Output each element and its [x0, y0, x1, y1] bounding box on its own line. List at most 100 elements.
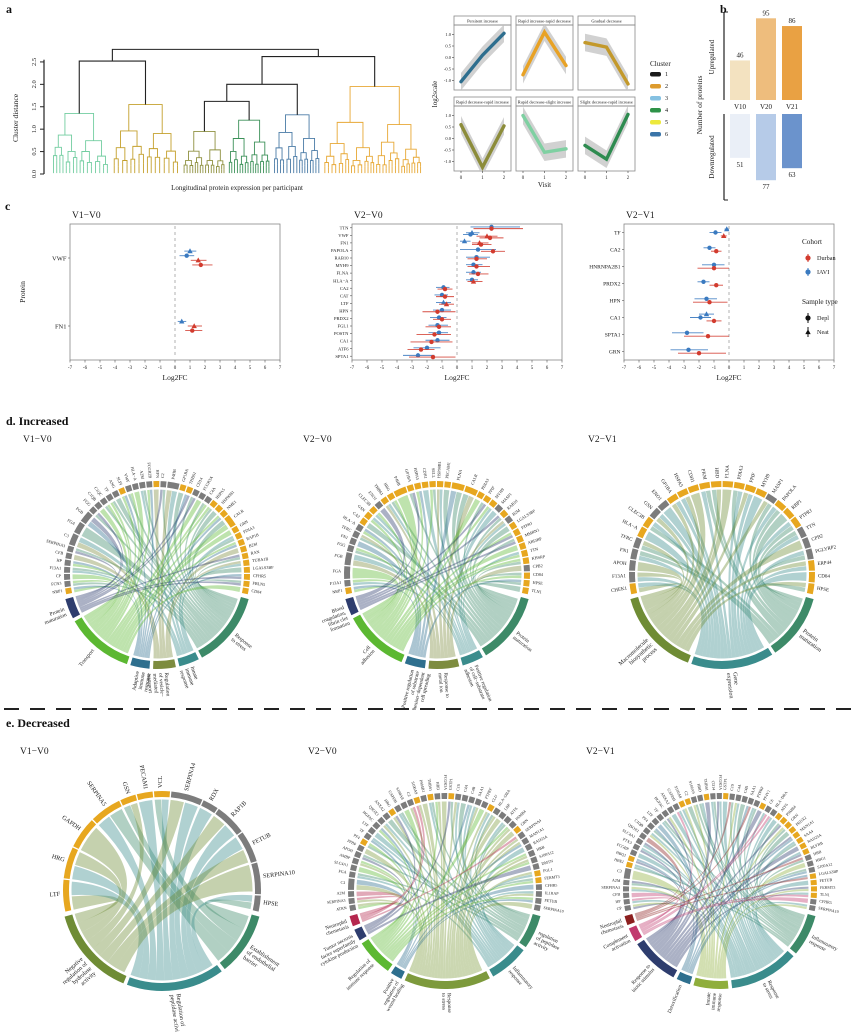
svg-text:S100A8: S100A8 — [673, 785, 683, 799]
svg-text:HBB: HBB — [536, 844, 546, 852]
svg-text:FCGR2B: FCGR2B — [147, 462, 153, 478]
svg-text:HPSE: HPSE — [532, 580, 543, 586]
svg-text:Upregulated: Upregulated — [708, 39, 716, 74]
svg-text:HBE1: HBE1 — [614, 857, 625, 864]
panel-b-label: b — [720, 2, 727, 16]
svg-text:RAN: RAN — [250, 549, 260, 556]
svg-text:V1−V0: V1−V0 — [20, 747, 49, 757]
svg-text:SLC4A1: SLC4A1 — [334, 859, 349, 867]
svg-text:SERPINA4: SERPINA4 — [183, 762, 197, 792]
svg-text:HBG1: HBG1 — [815, 855, 826, 863]
svg-text:-4: -4 — [113, 366, 118, 371]
svg-text:Cohort: Cohort — [802, 238, 822, 246]
svg-text:GP1BA: GP1BA — [181, 468, 190, 482]
svg-text:LTF: LTF — [361, 820, 370, 829]
svg-text:0.5: 0.5 — [31, 148, 38, 156]
svg-text:C4A: C4A — [208, 486, 217, 495]
svg-text:LBP: LBP — [503, 802, 512, 811]
svg-text:6: 6 — [546, 366, 549, 371]
svg-text:MASP1: MASP1 — [772, 478, 785, 495]
svg-text:GSN: GSN — [642, 501, 653, 512]
svg-text:PTPRF: PTPRF — [755, 785, 765, 799]
svg-text:PRDX2: PRDX2 — [334, 316, 349, 321]
svg-text:Regulationof vesicle−mediatedt: Regulationof vesicle−mediatedtransport — [146, 672, 171, 698]
svg-text:V1−V0: V1−V0 — [23, 435, 52, 445]
svg-text:0.5: 0.5 — [445, 125, 451, 130]
svg-text:HPN: HPN — [339, 308, 349, 313]
svg-text:-7: -7 — [350, 366, 355, 371]
svg-text:ATF6: ATF6 — [779, 802, 789, 812]
svg-text:-2: -2 — [425, 366, 430, 371]
svg-text:Log2FC: Log2FC — [444, 373, 469, 382]
svg-text:CFB: CFB — [612, 892, 620, 897]
svg-text:Responseto stress: Responseto stress — [761, 980, 781, 1004]
svg-text:CFHR5: CFHR5 — [819, 898, 832, 905]
svg-text:POSTN: POSTN — [334, 331, 349, 336]
svg-text:0: 0 — [584, 176, 587, 181]
svg-text:1: 1 — [543, 176, 546, 181]
svg-text:4: 4 — [516, 366, 519, 371]
forest-legend: Cohort Durban IAVI Sample type Depl Neat — [802, 238, 838, 337]
svg-text:63: 63 — [789, 171, 797, 179]
svg-text:FGG: FGG — [337, 541, 346, 548]
svg-text:1: 1 — [189, 366, 192, 371]
svg-text:PECAM1: PECAM1 — [138, 765, 149, 790]
svg-text:2: 2 — [503, 176, 506, 181]
svg-text:7: 7 — [833, 366, 836, 371]
svg-text:Log2FC: Log2FC — [716, 373, 741, 382]
svg-text:NRP1: NRP1 — [52, 588, 63, 595]
svg-text:TTN: TTN — [530, 546, 539, 553]
svg-text:GRN: GRN — [239, 519, 249, 528]
svg-text:PF4V1: PF4V1 — [762, 789, 772, 801]
svg-text:HLA−A: HLA−A — [130, 466, 138, 481]
svg-text:P4HB: P4HB — [170, 469, 177, 480]
svg-text:Log2FC: Log2FC — [162, 373, 187, 382]
svg-text:86: 86 — [789, 17, 797, 25]
svg-text:C2: C2 — [683, 790, 689, 796]
svg-text:2: 2 — [665, 83, 668, 90]
svg-text:CA2: CA2 — [610, 247, 621, 253]
svg-text:PPBP: PPBP — [347, 838, 358, 847]
svg-text:0.0: 0.0 — [31, 170, 38, 178]
svg-text:Geneexpression: Geneexpression — [725, 672, 740, 699]
svg-text:3: 3 — [501, 366, 504, 371]
svg-text:CP: CP — [56, 573, 62, 578]
svg-text:HBD: HBD — [435, 782, 441, 791]
svg-text:RBP1: RBP1 — [791, 499, 804, 511]
svg-text:TF: TF — [653, 807, 660, 814]
svg-text:VCL: VCL — [157, 775, 164, 788]
svg-text:CPB2: CPB2 — [811, 534, 824, 543]
svg-text:SLPI: SLPI — [116, 476, 124, 486]
svg-text:-5: -5 — [380, 366, 385, 371]
svg-text:95: 95 — [763, 9, 771, 17]
svg-text:HLA−A: HLA−A — [621, 519, 638, 531]
forest-plot-v2v0: V2−V0 -7 -6 -5 -4 -3 -2 -1 0 1 2 3 4 5 6 7 Log2FC TTN VWF F… — [331, 211, 564, 382]
svg-text:C6: C6 — [768, 798, 775, 805]
svg-text:PAPOLA: PAPOLA — [331, 248, 349, 253]
svg-text:Proteinmaturation: Proteinmaturation — [511, 631, 536, 654]
svg-text:GP1BA: GP1BA — [659, 479, 672, 495]
svg-text:APOH: APOH — [342, 845, 354, 854]
svg-text:-3: -3 — [682, 366, 687, 371]
svg-text:ATF6: ATF6 — [509, 806, 519, 816]
svg-text:Persitent increase: Persitent increase — [467, 18, 498, 23]
svg-text:PDIA3: PDIA3 — [737, 465, 745, 480]
svg-text:5: 5 — [803, 366, 806, 371]
svg-text:1.0: 1.0 — [445, 113, 451, 118]
svg-text:HGFAC: HGFAC — [653, 795, 665, 809]
svg-text:RAB10: RAB10 — [334, 256, 349, 261]
svg-text:Rapid increase-rapid decrease: Rapid increase-rapid decrease — [518, 18, 571, 23]
svg-text:GAPDH: GAPDH — [666, 787, 677, 802]
svg-text:GSN: GSN — [121, 781, 132, 796]
svg-text:IAVI: IAVI — [817, 269, 829, 276]
svg-text:CFHR5: CFHR5 — [545, 883, 558, 888]
svg-text:C1S: C1S — [455, 784, 461, 792]
svg-text:PF4: PF4 — [353, 833, 361, 841]
svg-text:2.0: 2.0 — [31, 80, 38, 88]
svg-text:PRDX2: PRDX2 — [794, 815, 807, 827]
svg-text:CDH1: CDH1 — [422, 467, 428, 479]
svg-text:FLNA: FLNA — [456, 469, 463, 481]
svg-text:Protein: Protein — [18, 281, 27, 303]
